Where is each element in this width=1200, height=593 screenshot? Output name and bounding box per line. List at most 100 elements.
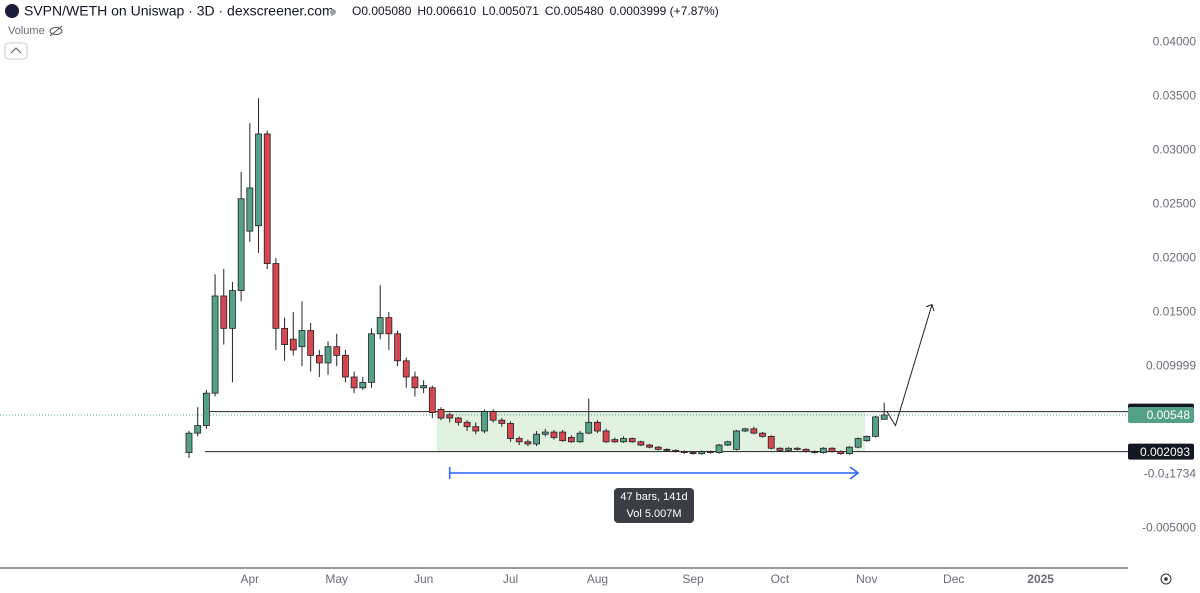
candle (550, 429, 558, 440)
x-tick-label: Nov (856, 572, 877, 586)
candle-body (715, 444, 723, 453)
candle-body (489, 411, 497, 421)
candle-body (333, 346, 341, 356)
measure-head (849, 466, 860, 480)
collapse-button[interactable] (4, 42, 28, 60)
candle (515, 436, 523, 446)
candle-body (559, 431, 567, 442)
candle (237, 171, 245, 302)
y-tick-label: 0.03500 (1153, 88, 1197, 102)
candle-body (194, 425, 202, 434)
candle-body (594, 421, 601, 432)
candle-body (811, 451, 819, 453)
candle (637, 440, 645, 447)
candle-body (802, 448, 810, 452)
candle (428, 385, 436, 419)
candle-body (211, 295, 219, 394)
candle-body (724, 441, 732, 446)
candle (767, 435, 775, 450)
candle (620, 436, 627, 443)
x-tick-label: 2025 (1027, 572, 1054, 586)
candle (359, 376, 367, 390)
candle (376, 285, 384, 340)
candle-body (246, 187, 254, 232)
candle-body (576, 432, 584, 443)
volume-label: Volume (8, 25, 45, 37)
candle (211, 274, 219, 397)
candle (724, 440, 732, 447)
candle (446, 412, 454, 423)
candle-body (785, 447, 793, 451)
candle (759, 432, 766, 438)
candle-body (255, 133, 262, 227)
candle-body (463, 421, 471, 428)
candle (481, 409, 488, 434)
last-price-label: 0.00548 (1147, 408, 1191, 422)
candle-body (315, 354, 323, 364)
change-value: 0.0003999 (+7.87%) (610, 4, 719, 18)
candle-body (420, 385, 428, 389)
candle (776, 447, 784, 452)
candle-body (202, 392, 210, 426)
ohlc-value: 0.005071 (489, 4, 539, 18)
candle (263, 130, 271, 269)
candle-body (733, 430, 740, 450)
candle (646, 443, 653, 449)
ohlc-value: 0.005080 (361, 4, 411, 18)
candle-body (863, 435, 871, 442)
measure-bars: 47 bars, 141d (620, 491, 687, 503)
candle-body (533, 433, 540, 445)
candle (628, 437, 636, 443)
candle (715, 443, 723, 454)
candle (828, 447, 836, 453)
candle (220, 268, 228, 345)
candle-body (342, 354, 349, 378)
x-tick-label: Apr (240, 572, 259, 586)
candle (802, 448, 810, 453)
eye-off-icon[interactable] (49, 25, 63, 37)
candle (507, 421, 514, 442)
candle-body (524, 441, 532, 445)
candle (333, 333, 341, 367)
candle-body (541, 431, 549, 435)
candle-body (446, 414, 454, 419)
candle-body (654, 446, 662, 450)
candle-body (793, 447, 801, 450)
candle (819, 447, 827, 454)
candle-body (394, 333, 401, 362)
x-tick-label: Jul (503, 572, 518, 586)
ohlc-value: 0.005480 (554, 4, 604, 18)
candle-body (767, 435, 775, 449)
candle-body (646, 444, 653, 448)
candle-body (454, 417, 462, 423)
settings-icon[interactable] (1160, 573, 1172, 585)
candle (411, 371, 419, 397)
candle (793, 447, 801, 451)
candle (420, 380, 428, 394)
candle (437, 407, 445, 421)
candle-body (289, 338, 297, 351)
candle-body (515, 438, 523, 443)
y-tick-label: 0.04000 (1153, 34, 1197, 48)
candle-body (698, 451, 706, 455)
candle (567, 435, 575, 443)
candle (402, 357, 410, 388)
candle (872, 415, 879, 438)
last-price-box (1128, 406, 1194, 423)
ohlc-label: L (482, 4, 489, 18)
candle-body (368, 333, 375, 383)
candle (472, 422, 480, 435)
candle-body (472, 426, 480, 432)
candle-body (672, 450, 680, 452)
x-tick-label: Sep (682, 572, 704, 586)
candle (368, 328, 375, 388)
candle (602, 428, 610, 443)
y-tick-label: 0.01500 (1153, 304, 1197, 318)
ohlc-label: O (352, 4, 361, 18)
candle (594, 420, 601, 434)
candle-body (376, 317, 384, 335)
candle-body (680, 451, 688, 453)
candle-body (776, 447, 784, 451)
